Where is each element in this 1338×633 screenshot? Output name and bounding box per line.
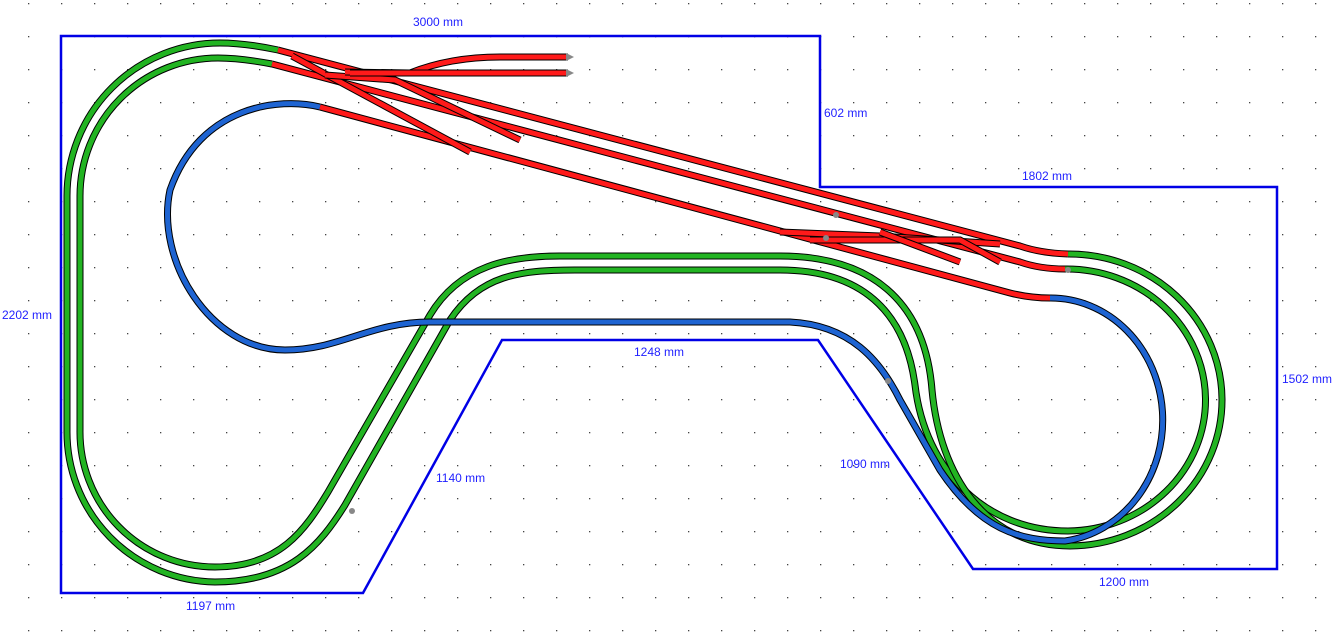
dimension-bottom-left: 1197 mm xyxy=(186,599,236,613)
main-line-3[interactable] xyxy=(319,103,1051,302)
main-line-2[interactable] xyxy=(271,60,1066,273)
crossover-5[interactable] xyxy=(878,228,962,266)
crossover-2[interactable] xyxy=(324,71,522,144)
dimension-right-top: 1802 mm xyxy=(1022,169,1073,183)
dimension-right: 1502 mm xyxy=(1282,372,1333,386)
crossover-1[interactable] xyxy=(290,52,472,156)
dimension-bottom-right: 1200 mm xyxy=(1099,575,1150,589)
dimension-notch: 602 mm xyxy=(824,106,868,120)
blue-loop-track[interactable] xyxy=(164,100,1167,545)
baseboard-outline[interactable] xyxy=(59,34,1279,595)
dimension-inner-top: 1248 mm xyxy=(634,345,685,359)
main-line-1[interactable] xyxy=(277,46,1069,258)
inner-loop-track[interactable] xyxy=(76,54,1226,571)
outer-loop-track[interactable] xyxy=(63,39,1209,586)
dimension-left: 2202 mm xyxy=(2,308,53,322)
crossover-4[interactable] xyxy=(810,236,1002,266)
dimension-inner-left-diagonal: 1140 mm xyxy=(436,471,486,485)
track-end-markers xyxy=(349,53,1071,514)
dimension-top: 3000 mm xyxy=(413,15,464,29)
dimension-inner-right-diagonal: 1090 mm xyxy=(840,457,891,471)
